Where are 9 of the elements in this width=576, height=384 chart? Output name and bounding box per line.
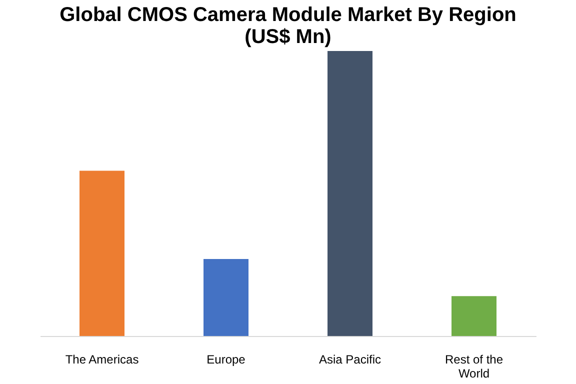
x-tick-label: The Americas	[65, 352, 139, 366]
bar	[80, 170, 124, 336]
x-tick-label: Rest of the World	[444, 352, 504, 380]
x-tick-label: Asia Pacific	[318, 352, 382, 366]
chart-title: Global CMOS Camera Module Market By Region (US$ Mn)	[60, 4, 516, 48]
bar	[328, 51, 372, 336]
bar	[204, 259, 248, 336]
bar	[452, 296, 496, 336]
x-tick-label: Europe	[206, 352, 246, 366]
